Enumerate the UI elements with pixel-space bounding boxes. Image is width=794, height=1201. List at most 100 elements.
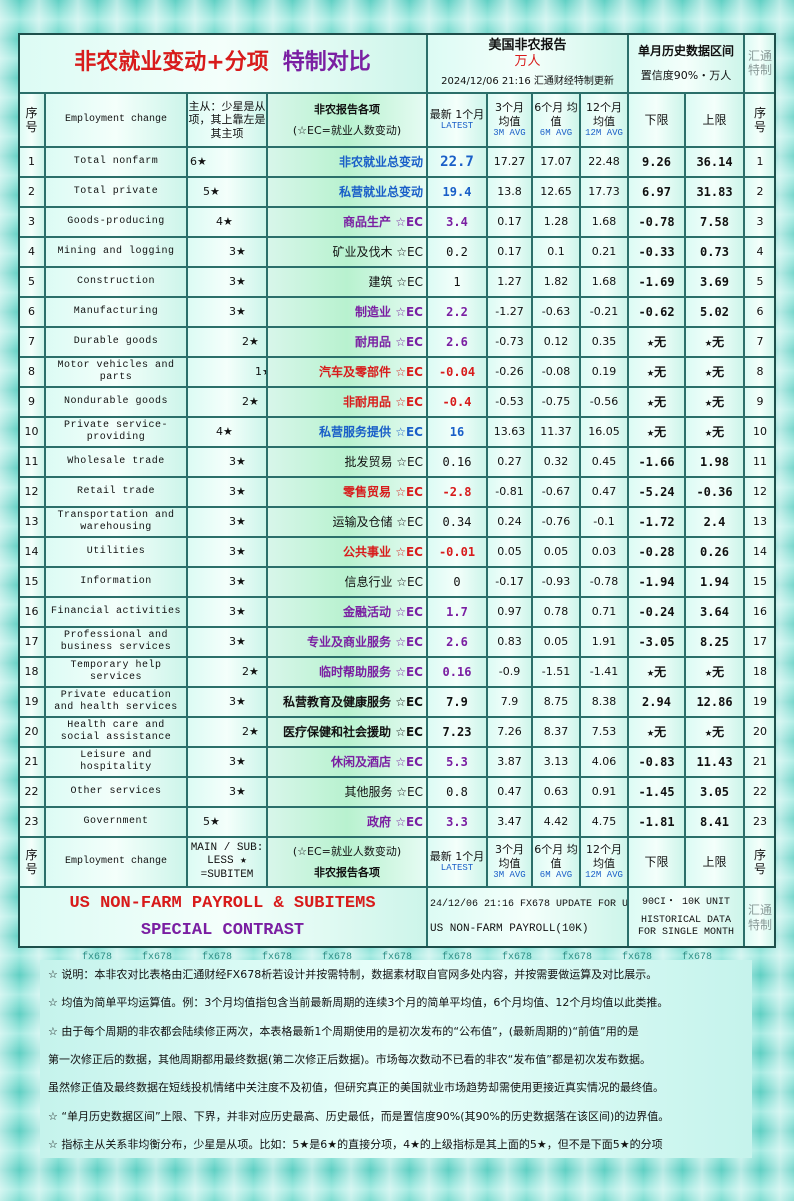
row-stars: 3★ bbox=[187, 267, 267, 297]
row-number: 13 bbox=[24, 515, 39, 529]
col-stars: 主从：少星是从项，其上靠左是其主项 bbox=[187, 93, 267, 147]
row-m6: 3.13 bbox=[532, 747, 580, 777]
row-stars: 3★ bbox=[229, 275, 246, 289]
high-value: 3.05 bbox=[700, 784, 729, 799]
row-number: 16 bbox=[753, 605, 767, 619]
row-latest: 19.4 bbox=[427, 177, 487, 207]
row-m6: -0.63 bbox=[532, 297, 580, 327]
header-text: 6M AVG bbox=[539, 127, 573, 138]
row-number: 18 bbox=[753, 665, 767, 679]
row-high: ★无 bbox=[685, 417, 744, 447]
banner-update: 24/12/06 21:16 FX678 UPDATE FOR U US NON-… bbox=[427, 887, 628, 948]
row-low: ★无 bbox=[628, 327, 685, 357]
high-value: -0.36 bbox=[696, 484, 733, 499]
row-latest: 7.23 bbox=[427, 717, 487, 747]
row-m3: -0.53 bbox=[487, 387, 532, 417]
row-number: 12 bbox=[753, 485, 767, 499]
row-stars: 3★ bbox=[187, 237, 267, 267]
title: 非农就业变动+分项 bbox=[74, 49, 269, 75]
row-m3: 0.27 bbox=[487, 447, 532, 477]
row-high: 36.14 bbox=[685, 147, 744, 177]
row-chinese: 信息行业 ☆EC bbox=[344, 574, 423, 589]
avg-value: 0.45 bbox=[591, 455, 617, 469]
row-m3: 0.83 bbox=[487, 627, 532, 657]
low-value: ★无 bbox=[646, 394, 667, 409]
high-value: 8.25 bbox=[700, 634, 729, 649]
row-high: 1.94 bbox=[685, 567, 744, 597]
row-high: 31.83 bbox=[685, 177, 744, 207]
avg-value: -0.63 bbox=[541, 305, 571, 319]
avg-value: -0.56 bbox=[589, 395, 619, 409]
header-text: 非农报告各项 bbox=[314, 102, 380, 116]
header-text: 3M AVG bbox=[493, 869, 526, 880]
row-m3: -0.17 bbox=[487, 567, 532, 597]
row-m6: 12.65 bbox=[532, 177, 580, 207]
row-en: Nondurable goods bbox=[45, 387, 187, 417]
latest-value: 19.4 bbox=[442, 184, 472, 199]
row-low: -1.66 bbox=[628, 447, 685, 477]
high-value: 2.4 bbox=[703, 514, 726, 529]
row-stars: 2★ bbox=[242, 725, 259, 739]
row-number: 15 bbox=[753, 575, 767, 589]
row-m12: 22.48 bbox=[580, 147, 628, 177]
row-en: Construction bbox=[45, 267, 187, 297]
row-en: Financial activities bbox=[45, 597, 187, 627]
row-low: -1.81 bbox=[628, 807, 685, 837]
row-latest: 7.9 bbox=[427, 687, 487, 717]
row-en: Motor vehicles and parts bbox=[45, 357, 187, 387]
header-text: 最新 1个月 bbox=[429, 108, 485, 121]
row-english: Mining and logging bbox=[57, 246, 175, 257]
row-english: Government bbox=[83, 816, 149, 827]
low-value: -3.05 bbox=[638, 634, 675, 649]
row-no-right: 20 bbox=[744, 717, 776, 747]
row-m6: 8.75 bbox=[532, 687, 580, 717]
latest-value: 3.4 bbox=[446, 214, 468, 229]
header-text: 12个月 均值 bbox=[586, 843, 622, 870]
row-zh: 专业及商业服务 ☆EC bbox=[267, 627, 427, 657]
row-m12: 0.45 bbox=[580, 447, 628, 477]
row-low: -5.24 bbox=[628, 477, 685, 507]
avg-value: 17.73 bbox=[588, 185, 620, 199]
row-english: Nondurable goods bbox=[63, 396, 168, 407]
high-value: ★无 bbox=[704, 364, 725, 379]
timestamp: 2024/12/06 21:16 汇通财经特制更新 bbox=[441, 75, 614, 87]
row-low: -0.62 bbox=[628, 297, 685, 327]
low-value: -5.24 bbox=[638, 484, 675, 499]
row-number: 18 bbox=[24, 665, 39, 679]
row-m12: 0.91 bbox=[580, 777, 628, 807]
latest-value: 0.16 bbox=[442, 454, 472, 469]
latest-value: -0.01 bbox=[438, 544, 476, 559]
row-chinese: 私营教育及健康服务 ☆EC bbox=[283, 694, 423, 709]
row-zh: 其他服务 ☆EC bbox=[267, 777, 427, 807]
avg-value: 12.65 bbox=[540, 185, 572, 199]
avg-value: 7.53 bbox=[591, 725, 617, 739]
row-m12: 16.05 bbox=[580, 417, 628, 447]
row-low: ★无 bbox=[628, 357, 685, 387]
row-zh: 非耐用品 ☆EC bbox=[267, 387, 427, 417]
avg-value: 1.68 bbox=[591, 215, 617, 229]
row-m6: 0.12 bbox=[532, 327, 580, 357]
avg-value: 16.05 bbox=[588, 425, 620, 439]
row-high: 8.41 bbox=[685, 807, 744, 837]
row-no-right: 6 bbox=[744, 297, 776, 327]
row-chinese: 其他服务 ☆EC bbox=[344, 784, 423, 799]
low-value: -1.72 bbox=[638, 514, 675, 529]
row-m6: 4.42 bbox=[532, 807, 580, 837]
row-low: 2.94 bbox=[628, 687, 685, 717]
col-zh: (☆EC=就业人数变动) 非农报告各项 bbox=[267, 837, 427, 887]
row-m12: 0.21 bbox=[580, 237, 628, 267]
row-m6: -0.67 bbox=[532, 477, 580, 507]
row-low: -0.24 bbox=[628, 597, 685, 627]
latest-value: 2.2 bbox=[446, 304, 468, 319]
row-m12: -1.41 bbox=[580, 657, 628, 687]
row-number: 12 bbox=[24, 485, 39, 499]
low-value: -1.45 bbox=[638, 784, 675, 799]
low-value: -0.78 bbox=[638, 214, 675, 229]
row-zh: 医疗保健和社会援助 ☆EC bbox=[267, 717, 427, 747]
banner-side: 汇通特制 bbox=[744, 887, 776, 948]
row-number: 7 bbox=[28, 335, 35, 349]
row-m6: 0.05 bbox=[532, 627, 580, 657]
row-zh: 汽车及零部件 ☆EC bbox=[267, 357, 427, 387]
col-m12: 12个月 均值 12M AVG bbox=[580, 837, 628, 887]
